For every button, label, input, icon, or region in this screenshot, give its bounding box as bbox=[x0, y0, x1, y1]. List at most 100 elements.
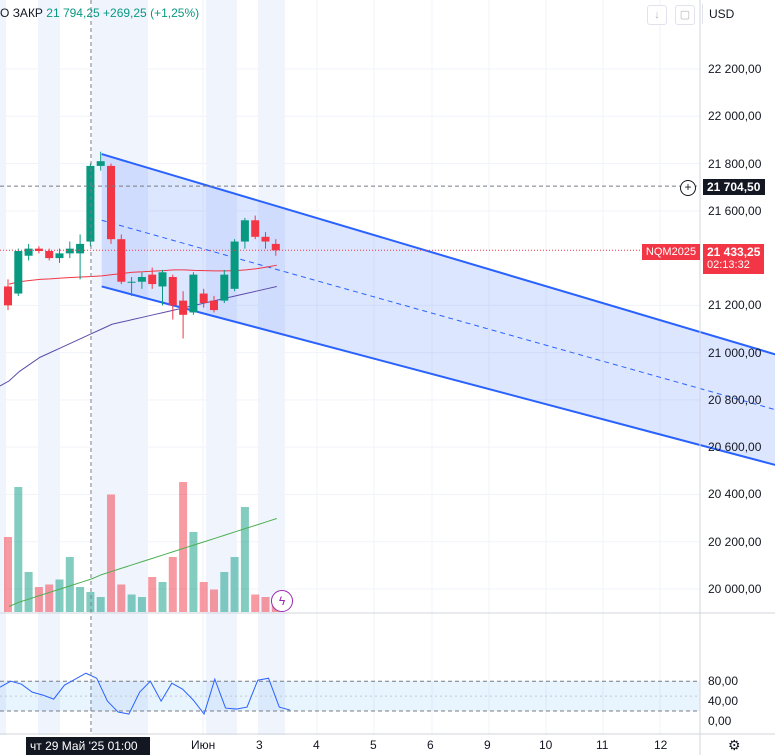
candle-body bbox=[179, 300, 188, 315]
candle-body bbox=[261, 236, 270, 242]
oscillator-tick-label: 40,00 bbox=[708, 694, 739, 709]
candle-body bbox=[34, 248, 43, 251]
time-tick-label: 9 bbox=[484, 738, 491, 752]
volume-bar bbox=[199, 582, 208, 612]
volume-bar bbox=[251, 594, 260, 612]
time-tick-label: 5 bbox=[370, 738, 377, 752]
session-band bbox=[0, 0, 6, 735]
candle-body bbox=[117, 239, 126, 282]
volume-bar bbox=[24, 572, 33, 612]
price-tick-label: 22 000,00 bbox=[708, 109, 762, 124]
price-tick-label: 21 600,00 bbox=[708, 203, 762, 218]
volume-bar bbox=[96, 597, 105, 612]
price-tick-label: 20 800,00 bbox=[708, 392, 762, 407]
volume-bar bbox=[210, 589, 218, 612]
channel-mid-line bbox=[101, 219, 775, 411]
legend-close-value: 21 794,25 bbox=[46, 6, 100, 20]
lightning-icon[interactable]: ϟ bbox=[271, 590, 293, 612]
volume-bar bbox=[189, 532, 198, 612]
candle-body bbox=[251, 220, 260, 237]
bar-countdown: 02:13:32 bbox=[707, 259, 750, 271]
volume-bar bbox=[127, 594, 136, 612]
volume-bar bbox=[220, 572, 229, 612]
legend-change-pct: (+1,25%) bbox=[150, 6, 200, 20]
candle-body bbox=[168, 277, 177, 306]
volume-bar bbox=[65, 557, 74, 612]
candle-body bbox=[148, 274, 157, 285]
candle-body bbox=[86, 165, 95, 242]
candle-body bbox=[45, 251, 54, 259]
time-tick-label: 4 bbox=[313, 738, 320, 752]
channel-lower-line bbox=[101, 285, 775, 466]
candle-body bbox=[271, 243, 280, 251]
channel-fill bbox=[101, 154, 775, 465]
candle-body bbox=[158, 272, 167, 287]
arrow-down-icon[interactable]: ↓ bbox=[647, 5, 667, 25]
oscillator-pane bbox=[0, 672, 700, 716]
price-tick-label: 20 400,00 bbox=[708, 487, 762, 502]
fullscreen-icon[interactable]: ▢ bbox=[675, 5, 695, 25]
candle-body bbox=[199, 293, 208, 303]
volume-bar bbox=[168, 557, 177, 612]
currency-selector[interactable]: USD bbox=[702, 4, 770, 24]
volume-bar bbox=[76, 587, 85, 612]
volume-bars bbox=[4, 482, 280, 612]
price-tick-label: 21 800,00 bbox=[708, 156, 762, 171]
crosshair-date-badge: чт 29 Май '25 01:00 bbox=[26, 737, 150, 755]
volume-bar bbox=[240, 507, 249, 612]
volume-bar bbox=[261, 597, 270, 612]
volume-bar bbox=[158, 582, 167, 612]
volume-bar bbox=[179, 482, 188, 612]
time-tick-label: Июн bbox=[191, 738, 216, 752]
volume-bar bbox=[148, 577, 157, 612]
price-tick-label: 20 600,00 bbox=[708, 440, 762, 455]
oscillator-tick-label: 80,00 bbox=[708, 674, 739, 689]
time-tick-label: 12 bbox=[654, 738, 668, 752]
volume-bar bbox=[4, 537, 12, 612]
candle-body bbox=[189, 274, 198, 313]
legend-prefix: О bbox=[0, 6, 10, 20]
price-tick-label: 20 200,00 bbox=[708, 534, 762, 549]
oscillator-tick-label: 0,00 bbox=[708, 714, 732, 728]
regression-channel[interactable] bbox=[101, 153, 775, 480]
channel-upper-line bbox=[101, 153, 775, 356]
volume-bar bbox=[45, 584, 54, 612]
candle-body bbox=[65, 248, 74, 254]
candle-body bbox=[137, 277, 146, 282]
currency-label: USD bbox=[709, 7, 735, 21]
gear-icon[interactable]: ⚙ bbox=[728, 737, 741, 753]
volume-bar bbox=[14, 487, 23, 612]
candle-body bbox=[14, 251, 23, 294]
time-tick-label: 11 bbox=[596, 738, 609, 752]
legend-ohlc: О ЗАКР 21 794,25 +269,25 (+1,25%) bbox=[0, 6, 199, 20]
session-bands bbox=[0, 0, 285, 735]
legend-change: +269,25 bbox=[103, 6, 147, 20]
candle-body bbox=[210, 300, 218, 311]
volume-bar bbox=[230, 557, 239, 612]
candles bbox=[4, 151, 280, 339]
candle-body bbox=[230, 241, 239, 289]
plus-circle-icon[interactable]: + bbox=[680, 180, 696, 196]
volume-bar bbox=[34, 587, 43, 612]
last-price: 21 433,25 bbox=[707, 245, 761, 259]
candle-body bbox=[55, 253, 64, 259]
candle-body bbox=[4, 286, 12, 306]
crosshair-price-badge: 21 704,50 bbox=[703, 179, 765, 195]
price-tick-label: 21 200,00 bbox=[708, 298, 762, 313]
volume-ma-line bbox=[8, 518, 277, 607]
price-tick-label: 21 000,00 bbox=[708, 345, 762, 360]
legend-close-label: ЗАКР bbox=[12, 6, 43, 20]
session-band bbox=[206, 0, 237, 735]
oscillator-line bbox=[0, 672, 291, 716]
session-band bbox=[92, 0, 148, 735]
ma-long-line bbox=[0, 285, 277, 387]
volume-bar bbox=[137, 597, 146, 612]
candle-body bbox=[96, 161, 105, 166]
session-band bbox=[38, 0, 60, 735]
candle-body bbox=[240, 220, 249, 242]
volume-bar bbox=[86, 592, 95, 612]
time-tick-label: 6 bbox=[427, 738, 434, 752]
last-price-badge: 21 433,25 02:13:32 bbox=[703, 244, 764, 274]
